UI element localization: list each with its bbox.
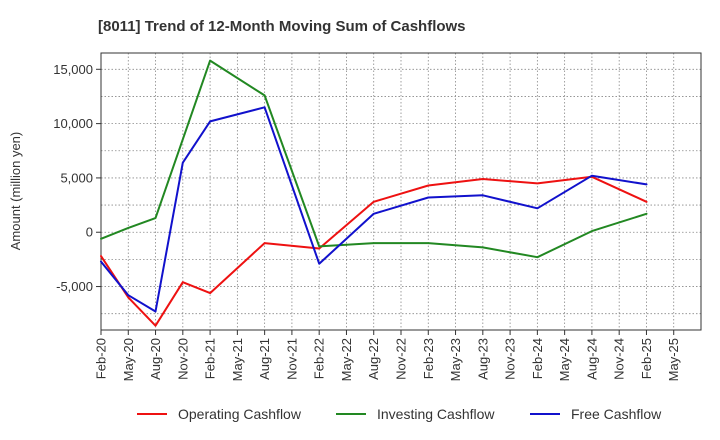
series-layer (100, 59, 648, 327)
legend-label-free-cashflow: Free Cashflow (571, 406, 662, 422)
chart-title: [8011] Trend of 12-Month Moving Sum of C… (98, 18, 466, 35)
x-tick-label: Nov-23 (503, 338, 518, 380)
x-tick-label: Nov-22 (394, 338, 409, 380)
x-tick-label: May-21 (230, 338, 245, 381)
y-tick-label: 10,000 (53, 116, 93, 131)
x-tick-label: May-20 (121, 338, 136, 381)
x-tick-label: Nov-21 (284, 338, 299, 380)
x-tick-label: May-24 (557, 338, 572, 381)
legend-label-investing-cashflow: Investing Cashflow (377, 406, 495, 422)
grid-layer (101, 53, 701, 330)
series-line-operating-cashflow (100, 175, 648, 327)
x-tick-label: Aug-22 (366, 338, 381, 380)
x-tick-label: Feb-24 (530, 338, 545, 379)
x-tick-label: Aug-23 (475, 338, 490, 380)
series-line-free-cashflow (100, 106, 648, 313)
x-tick-label: May-22 (339, 338, 354, 381)
y-tick-label: 0 (86, 225, 93, 240)
x-tick-label: Feb-20 (94, 338, 109, 379)
y-tick-label: 5,000 (60, 170, 93, 185)
x-tick-label: Feb-22 (312, 338, 327, 379)
x-tick-label: Feb-23 (421, 338, 436, 379)
axis-layer: -5,000 0 5,000 10,000 15,000 Feb-20 May-20 Aug-… (53, 52, 702, 381)
x-tick-label: May-23 (448, 338, 463, 381)
x-tick-label: Nov-24 (612, 338, 627, 380)
y-tick-label: 15,000 (53, 62, 93, 77)
x-tick-label: Nov-20 (175, 338, 190, 380)
x-tick-label: Feb-25 (639, 338, 654, 379)
legend-label-operating-cashflow: Operating Cashflow (178, 406, 302, 422)
x-tick-label: May-25 (666, 338, 681, 381)
x-tick-label: Aug-20 (148, 338, 163, 380)
x-tick-label: Aug-24 (584, 338, 599, 380)
series-line-investing-cashflow (100, 59, 648, 259)
x-tick-label: Feb-21 (203, 338, 218, 379)
x-tick-label: Aug-21 (257, 338, 272, 380)
legend: Operating Cashflow Investing Cashflow Free… (137, 406, 662, 422)
y-tick-label: -5,000 (56, 279, 93, 294)
y-axis-label: Amount (million yen) (8, 132, 23, 251)
